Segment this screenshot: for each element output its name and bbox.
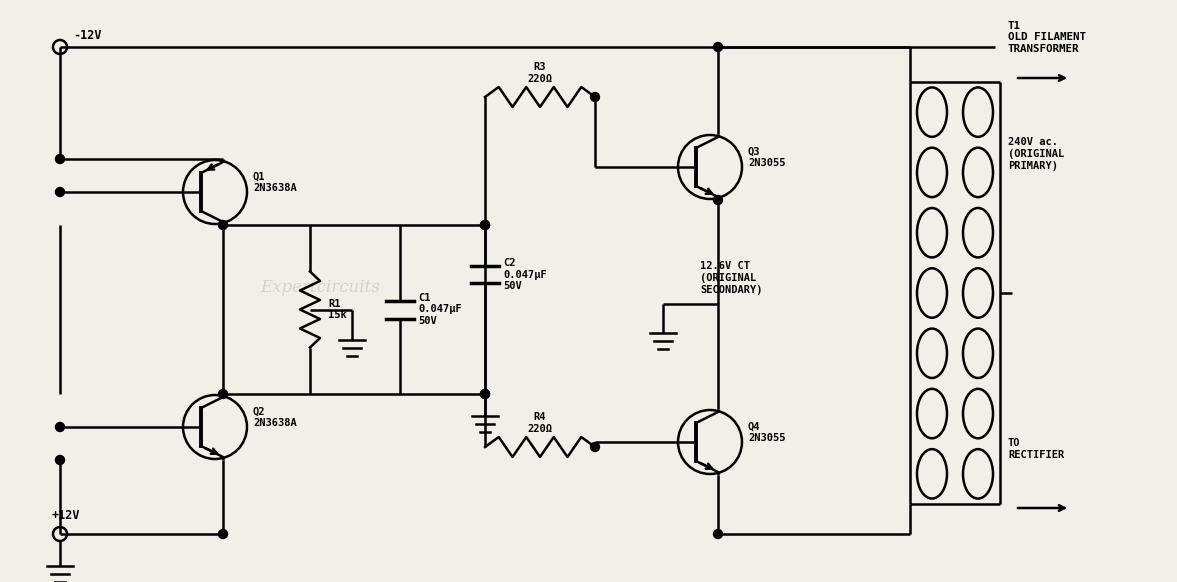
Circle shape <box>480 389 490 399</box>
Circle shape <box>591 442 599 452</box>
Text: 240V ac.
(ORIGINAL
PRIMARY): 240V ac. (ORIGINAL PRIMARY) <box>1008 137 1064 171</box>
Circle shape <box>480 221 490 229</box>
Circle shape <box>219 389 227 399</box>
Circle shape <box>480 221 490 229</box>
Text: Q1
2N3638A: Q1 2N3638A <box>253 171 297 193</box>
Text: Q3
2N3055: Q3 2N3055 <box>749 146 785 168</box>
Text: R3
220Ω: R3 220Ω <box>527 62 552 84</box>
Circle shape <box>55 456 65 464</box>
Circle shape <box>219 221 227 229</box>
Text: R4
220Ω: R4 220Ω <box>527 413 552 434</box>
Text: Expertcircuits: Expertcircuits <box>260 279 380 296</box>
Circle shape <box>713 196 723 204</box>
Circle shape <box>713 530 723 538</box>
Text: C2
0.047μF
50V: C2 0.047μF 50V <box>503 258 547 291</box>
Text: Q2
2N3638A: Q2 2N3638A <box>253 406 297 428</box>
Text: 12.6V CT
(ORIGINAL
SECONDARY): 12.6V CT (ORIGINAL SECONDARY) <box>700 261 763 294</box>
Circle shape <box>713 42 723 51</box>
Circle shape <box>219 530 227 538</box>
Text: TO
RECTIFIER: TO RECTIFIER <box>1008 438 1064 460</box>
Text: -12V: -12V <box>73 29 101 42</box>
Circle shape <box>55 187 65 197</box>
Text: +12V: +12V <box>52 509 80 522</box>
Text: Q4
2N3055: Q4 2N3055 <box>749 421 785 443</box>
Circle shape <box>55 154 65 164</box>
Text: C1
0.047μF
50V: C1 0.047μF 50V <box>418 293 461 326</box>
Text: R1
15k: R1 15k <box>328 299 347 320</box>
Circle shape <box>55 423 65 431</box>
Text: T1
OLD FILAMENT
TRANSFORMER: T1 OLD FILAMENT TRANSFORMER <box>1008 21 1086 54</box>
Circle shape <box>591 93 599 101</box>
Circle shape <box>480 389 490 399</box>
